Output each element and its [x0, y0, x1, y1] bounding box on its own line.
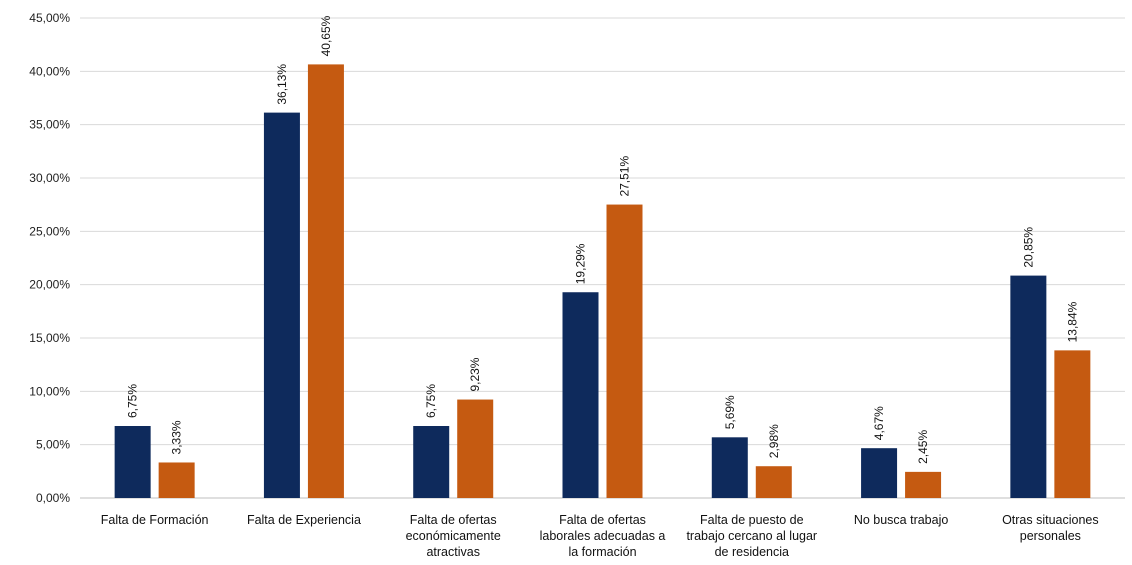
- data-label: 6,75%: [424, 384, 438, 418]
- bar: [158, 462, 195, 498]
- bar: [114, 426, 151, 498]
- y-tick-label: 5,00%: [36, 438, 70, 452]
- y-tick-label: 15,00%: [29, 331, 70, 345]
- bar: [861, 448, 898, 498]
- y-tick-label: 30,00%: [29, 171, 70, 185]
- x-category-line: la formación: [568, 545, 636, 559]
- bar: [1010, 275, 1047, 498]
- x-category-label: Falta de ofertas económicamente atractivas: [406, 513, 501, 559]
- y-tick-label: 40,00%: [29, 64, 70, 78]
- data-label: 19,29%: [574, 243, 588, 284]
- bar: [562, 292, 599, 498]
- x-category-line: No busca trabajo: [854, 513, 949, 527]
- x-category-label: Falta de Formación: [101, 513, 209, 527]
- bar: [755, 466, 792, 498]
- x-category-line: Otras situaciones: [1002, 513, 1099, 527]
- gridlines: [80, 17, 1125, 499]
- y-tick-label: 0,00%: [36, 491, 70, 505]
- x-category-line: personales: [1020, 529, 1081, 543]
- x-category-line: Falta de ofertas: [559, 513, 646, 527]
- y-tick-label: 25,00%: [29, 224, 70, 238]
- bar: [413, 426, 450, 498]
- x-axis-categories: Falta de Formación Falta de Experiencia Fa…: [101, 513, 1099, 559]
- x-category-label: Otras situaciones personales: [1002, 513, 1099, 543]
- data-label: 3,33%: [170, 420, 184, 454]
- bar: [263, 112, 300, 498]
- y-tick-label: 35,00%: [29, 118, 70, 132]
- x-category-label: Falta de puesto de trabajo cercano al lug…: [686, 513, 817, 559]
- bar: [307, 64, 344, 499]
- data-label: 2,45%: [916, 430, 930, 464]
- bar: [905, 471, 942, 498]
- data-label: 13,84%: [1065, 301, 1079, 342]
- y-tick-label: 20,00%: [29, 278, 70, 292]
- y-tick-label: 10,00%: [29, 384, 70, 398]
- x-category-label: Falta de ofertas laborales adecuadas a la …: [540, 513, 666, 559]
- x-category-line: trabajo cercano al lugar: [686, 529, 817, 543]
- data-label: 2,98%: [767, 424, 781, 458]
- x-category-line: Falta de Formación: [101, 513, 209, 527]
- x-category-line: de residencia: [715, 545, 789, 559]
- bar: [606, 204, 643, 498]
- x-category-line: Falta de Experiencia: [247, 513, 361, 527]
- data-label: 20,85%: [1021, 227, 1035, 268]
- x-category-label: Falta de Experiencia: [247, 513, 361, 527]
- bar: [711, 437, 748, 498]
- x-category-line: Falta de ofertas: [410, 513, 497, 527]
- x-category-line: Falta de puesto de: [700, 513, 804, 527]
- x-category-label: No busca trabajo: [854, 513, 949, 527]
- bar: [1054, 350, 1091, 498]
- data-label: 9,23%: [468, 357, 482, 391]
- data-label: 6,75%: [126, 384, 140, 418]
- data-label: 27,51%: [618, 156, 632, 197]
- x-category-line: económicamente: [406, 529, 501, 543]
- bars: [114, 64, 1091, 499]
- data-label: 5,69%: [723, 395, 737, 429]
- data-label: 4,67%: [872, 406, 886, 440]
- bar: [457, 399, 494, 498]
- data-label: 40,65%: [319, 15, 333, 56]
- data-labels: 6,75% 3,33% 36,13% 40,65% 6,75% 9,23% 19,29% 27…: [126, 15, 1080, 463]
- data-label: 36,13%: [275, 64, 289, 105]
- y-axis-ticks: 0,00% 5,00% 10,00% 15,00% 20,00% 25,00% 30,00%…: [29, 11, 70, 505]
- x-category-line: laborales adecuadas a: [540, 529, 666, 543]
- y-tick-label: 45,00%: [29, 11, 70, 25]
- x-category-line: atractivas: [426, 545, 480, 559]
